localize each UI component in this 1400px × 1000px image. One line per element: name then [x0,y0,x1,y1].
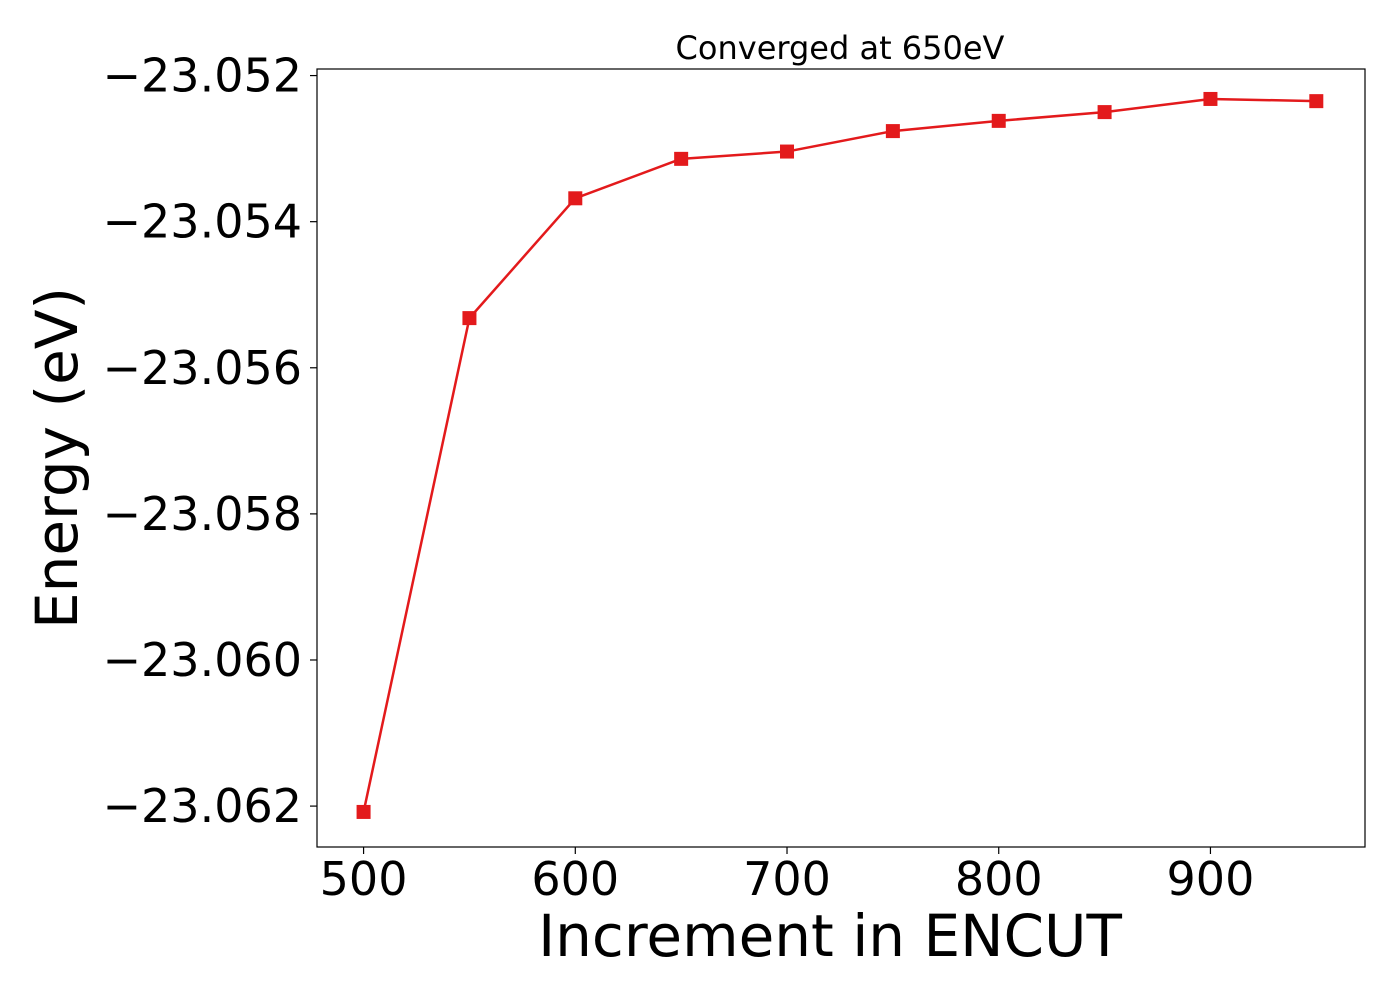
plot-frame [316,68,1366,848]
y-tick-label: −23.056 [103,341,303,395]
data-point [1309,94,1324,109]
y-tick-label: −23.058 [103,487,303,541]
x-axis-ticks: 500 600 700 800 900 [320,847,1255,906]
x-tick-label: 600 [531,852,619,906]
y-tick-label: −23.060 [103,633,303,687]
data-point [885,124,900,139]
series-line [362,97,1317,813]
data-point [1203,91,1218,106]
data-point [1097,105,1112,120]
data-point [356,804,371,819]
x-axis-label: Increment in ENCUT [538,902,1122,970]
y-tick-label: −23.062 [103,779,303,833]
x-tick-label: 700 [743,852,831,906]
data-point [780,144,795,159]
x-tick-label: 800 [955,852,1043,906]
data-point [462,311,477,326]
data-point [991,113,1006,128]
x-tick-label: 500 [320,852,408,906]
y-axis-ticks: −23.052 −23.054 −23.056 −23.058 −23.060 −23.0… [103,49,317,833]
y-axis-label: Energy (eV) [23,287,91,629]
y-tick-label: −23.052 [103,49,303,103]
y-tick-label: −23.054 [103,195,303,249]
plot-layer [356,91,1324,819]
data-point [568,191,583,206]
x-tick-label: 900 [1167,852,1255,906]
data-point [674,151,689,166]
chart-title: Converged at 650eV [676,29,1005,67]
